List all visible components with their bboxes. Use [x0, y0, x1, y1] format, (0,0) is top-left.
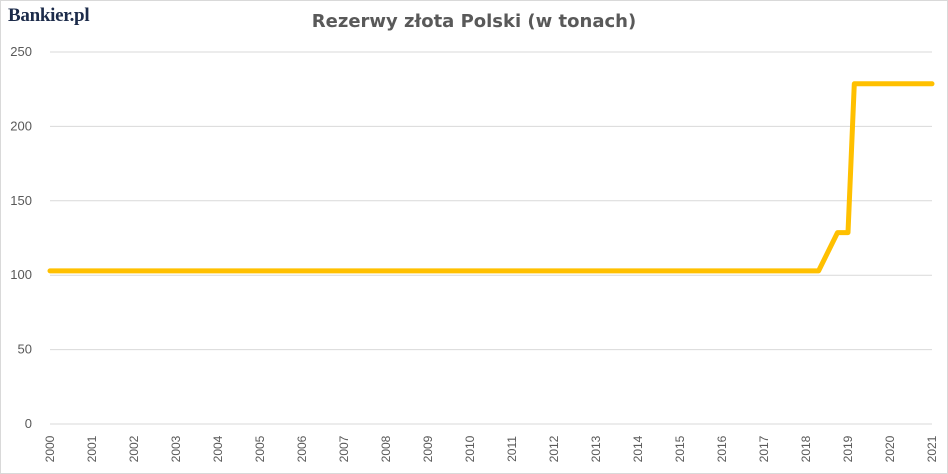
- x-tick-label: 2021: [925, 435, 939, 462]
- x-tick-label: 2008: [379, 435, 393, 462]
- y-tick-label: 50: [18, 342, 32, 357]
- y-tick-label: 0: [25, 416, 32, 431]
- x-tick-label: 2010: [463, 435, 477, 462]
- x-tick-label: 2005: [253, 435, 267, 462]
- y-tick-label: 250: [10, 44, 32, 59]
- x-axis-ticks: 2000 2001 2002 2003 2004 2005 2006 2007 2008 2009…: [43, 435, 939, 462]
- x-tick-label: 2015: [673, 435, 687, 462]
- x-tick-label: 2013: [589, 435, 603, 462]
- x-tick-label: 2012: [547, 435, 561, 462]
- y-tick-label: 150: [10, 193, 32, 208]
- gridlines: [50, 51, 932, 425]
- chart-title: Rezerwy złota Polski (w tonach): [311, 11, 637, 32]
- x-tick-label: 2007: [337, 435, 351, 462]
- x-tick-label: 2016: [715, 435, 729, 462]
- x-tick-label: 2017: [757, 435, 771, 462]
- brand-logo: Bankier.pl: [8, 5, 90, 26]
- series-layer: [47, 81, 935, 274]
- x-tick-label: 2018: [799, 435, 813, 462]
- series-line-0: [47, 81, 935, 274]
- x-tick-label: 2019: [841, 435, 855, 462]
- x-tick-label: 2000: [43, 435, 57, 462]
- x-tick-label: 2004: [211, 435, 225, 462]
- x-tick-label: 2020: [883, 435, 897, 462]
- x-tick-label: 2006: [295, 435, 309, 462]
- y-tick-label: 200: [10, 118, 32, 133]
- y-axis-ticks: 0 50 100 150 200 250: [10, 44, 32, 431]
- x-tick-label: 2003: [169, 435, 183, 462]
- x-tick-label: 2009: [421, 435, 435, 462]
- y-tick-label: 100: [10, 267, 32, 282]
- x-tick-label: 2001: [85, 435, 99, 462]
- x-tick-label: 2002: [127, 435, 141, 462]
- x-tick-label: 2014: [631, 435, 645, 462]
- x-tick-label: 2011: [505, 436, 519, 462]
